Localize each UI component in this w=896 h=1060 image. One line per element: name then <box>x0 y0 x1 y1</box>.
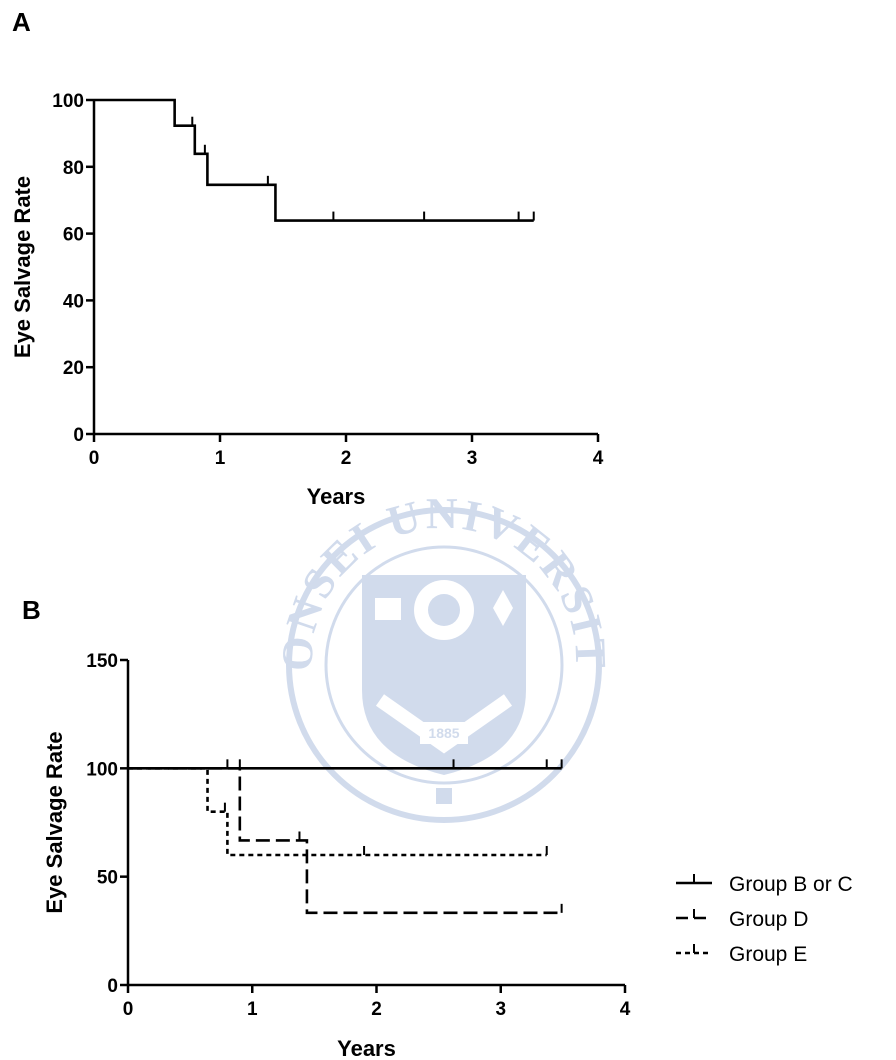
survival-curve-group-d <box>128 768 562 913</box>
x-tick-label: 2 <box>341 448 352 469</box>
x-tick-label: 4 <box>620 999 631 1020</box>
y-tick-label: 60 <box>63 225 84 246</box>
y-tick-label: 0 <box>73 425 84 446</box>
legend-label: Group B or C <box>729 873 853 896</box>
x-axis-title: Years <box>307 484 366 509</box>
x-tick-label: 2 <box>371 999 382 1020</box>
x-tick-label: 1 <box>215 448 226 469</box>
y-tick-label: 0 <box>107 976 118 997</box>
y-tick-label: 80 <box>63 158 84 179</box>
x-tick-label: 4 <box>593 448 604 469</box>
panel-a-chart: 0 20 40 60 80 100 0 1 2 3 4 Years Eye Salvage Rate <box>10 91 604 509</box>
survival-curve-overall <box>94 100 534 221</box>
x-tick-label: 3 <box>495 999 506 1020</box>
panel-b-letter: B <box>22 595 41 625</box>
x-axis-title: Years <box>337 1036 396 1060</box>
x-tick-label: 3 <box>467 448 478 469</box>
x-tick-label: 1 <box>247 999 258 1020</box>
y-tick-label: 50 <box>97 868 118 889</box>
y-tick-label: 150 <box>86 651 118 672</box>
legend-label: Group E <box>729 943 807 966</box>
watermark-year: 1885 <box>428 725 459 741</box>
y-tick-label: 40 <box>63 291 84 312</box>
x-tick-label: 0 <box>123 999 134 1020</box>
y-axis-title: Eye Salvage Rate <box>42 731 67 913</box>
y-tick-label: 100 <box>52 91 84 112</box>
y-tick-label: 20 <box>63 358 84 379</box>
x-tick-label: 0 <box>89 448 100 469</box>
y-tick-label: 100 <box>86 759 118 780</box>
panel-a-letter: A <box>12 7 31 37</box>
watermark-seal: YONSEI UNIVERSITY 1885 <box>0 0 615 820</box>
legend: Group B or C Group D Group E <box>676 873 853 966</box>
legend-label: Group D <box>729 908 808 931</box>
y-axis-title: Eye Salvage Rate <box>10 176 35 358</box>
